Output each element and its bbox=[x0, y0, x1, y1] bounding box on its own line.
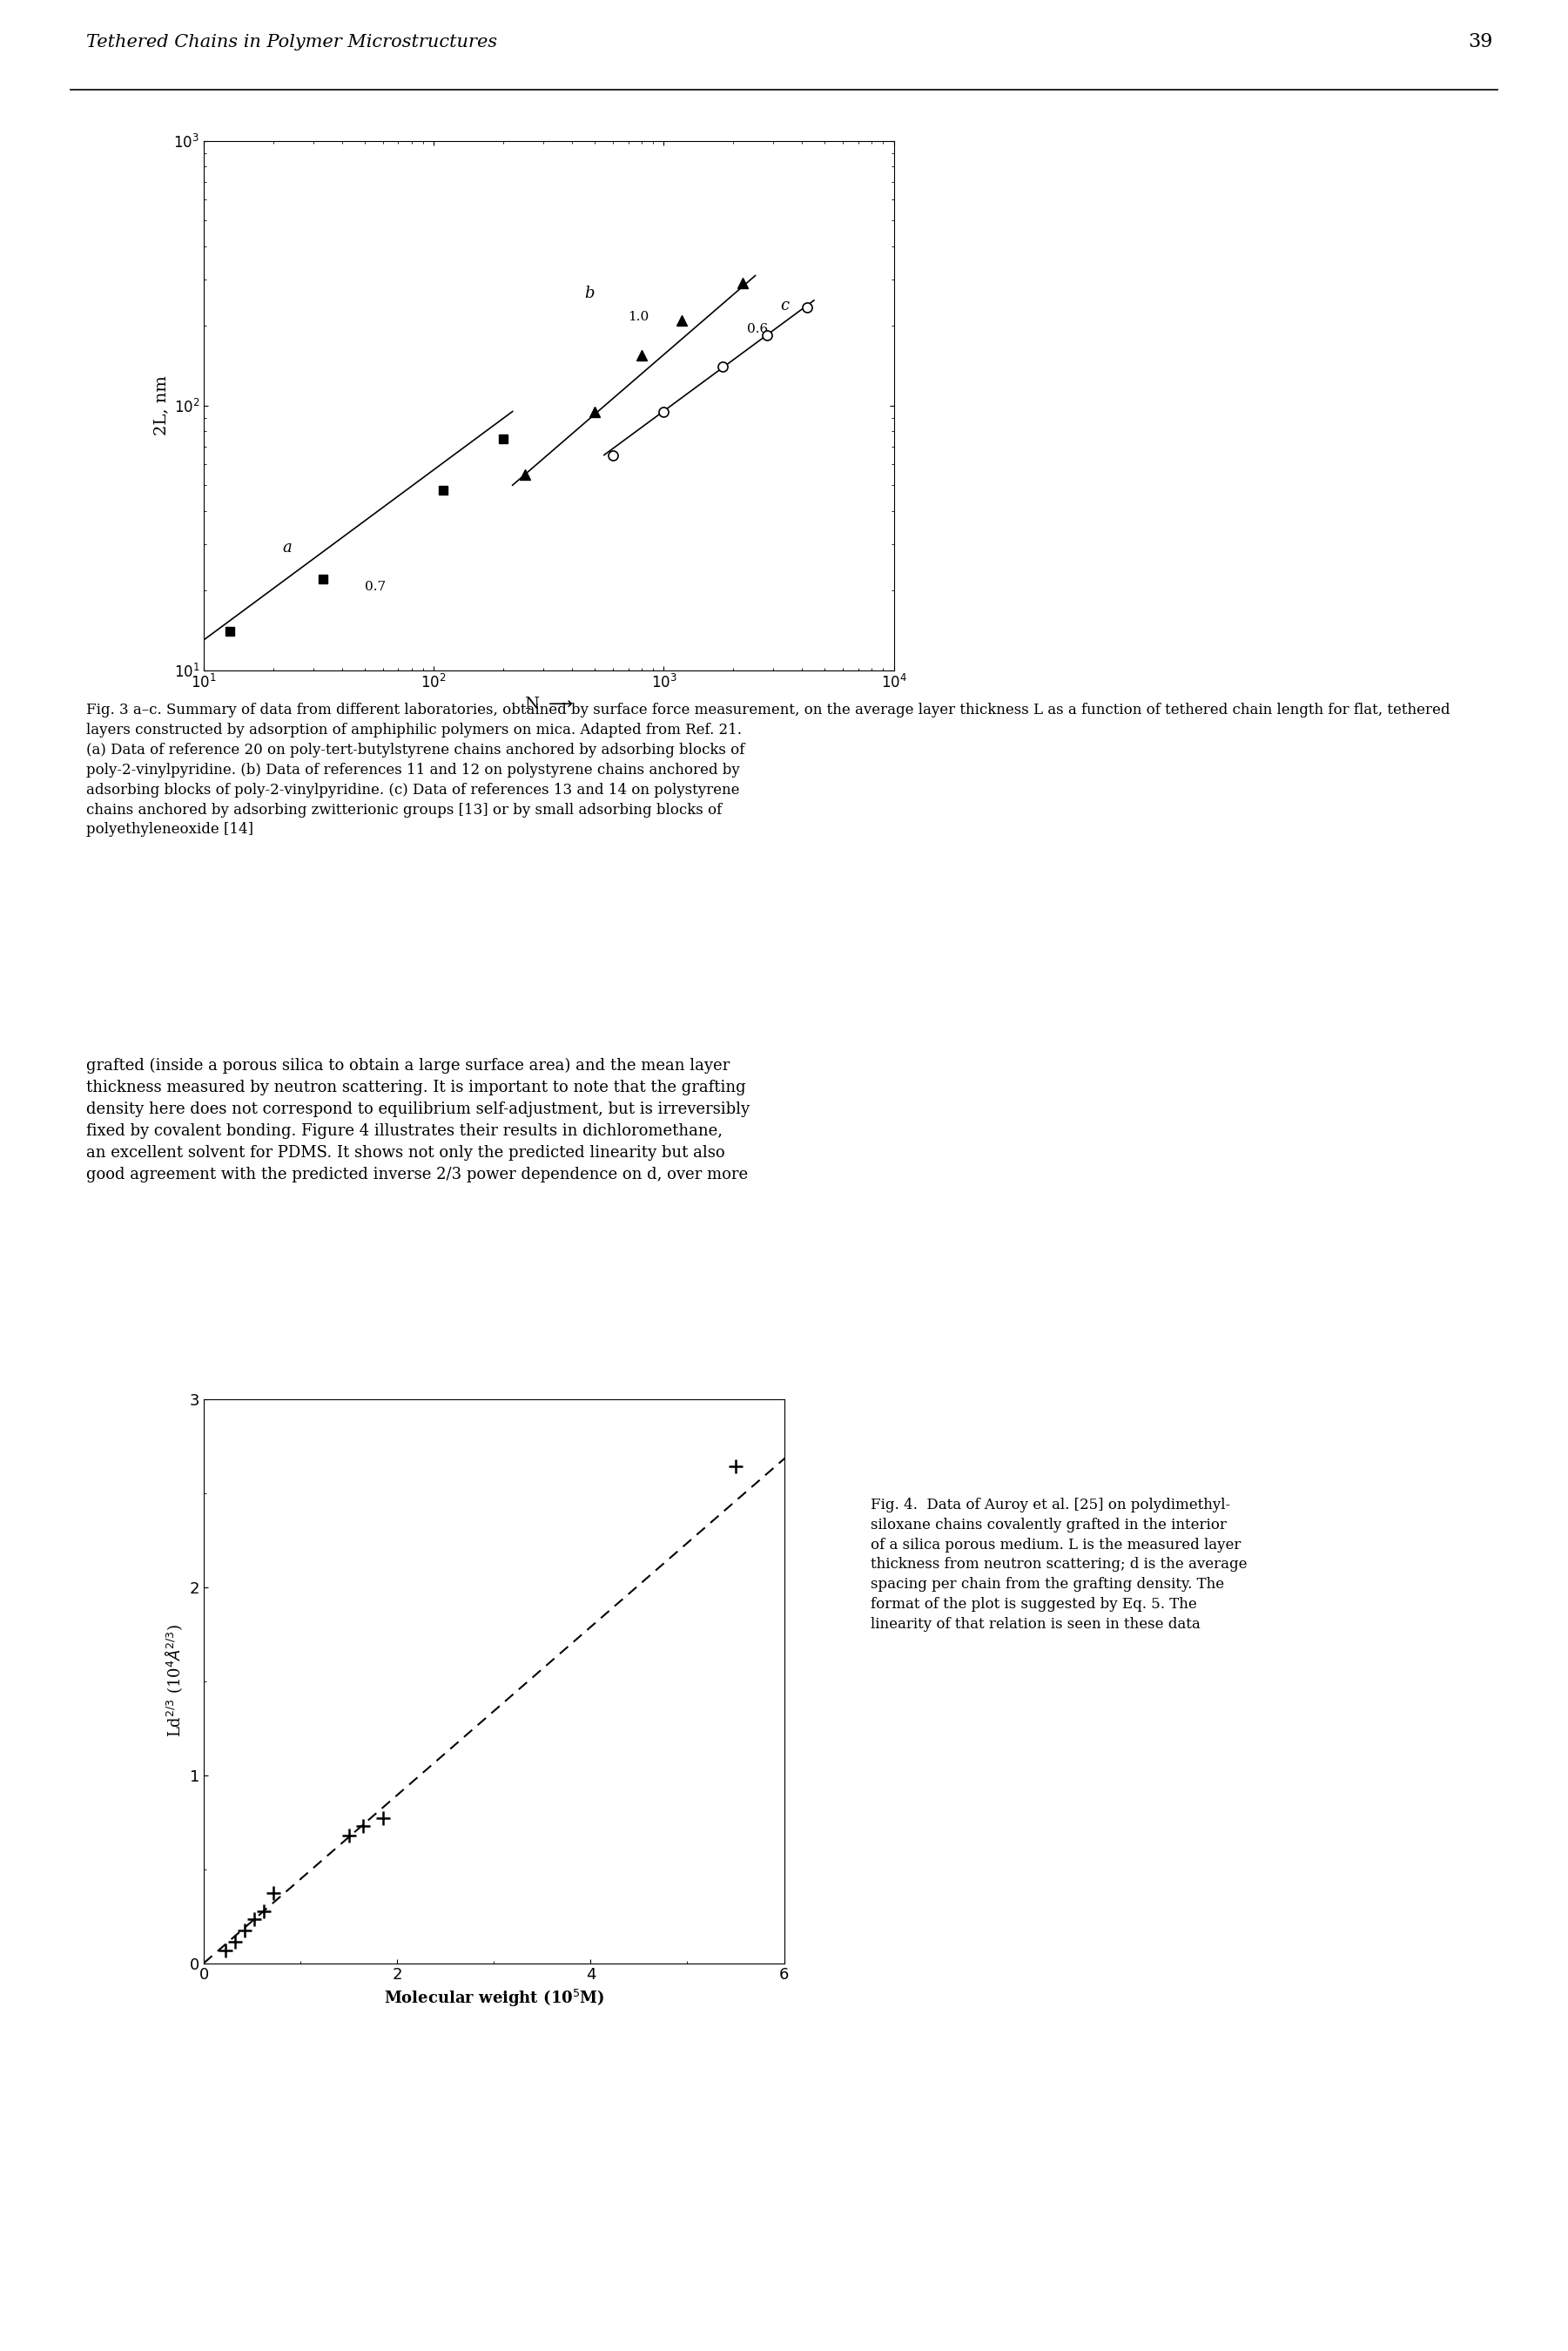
Text: Fig. 4.  Data of Auroy et al. [25] on polydimethyl-
siloxane chains covalently g: Fig. 4. Data of Auroy et al. [25] on pol… bbox=[870, 1498, 1247, 1632]
Text: 0.7: 0.7 bbox=[365, 581, 386, 592]
Text: Tethered Chains in Polymer Microstructures: Tethered Chains in Polymer Microstructur… bbox=[86, 33, 497, 49]
Y-axis label: 2L, nm: 2L, nm bbox=[154, 376, 169, 435]
Text: c: c bbox=[779, 299, 789, 313]
Text: grafted (inside a porous silica to obtain a large surface area) and the mean lay: grafted (inside a porous silica to obtai… bbox=[86, 1058, 750, 1183]
Y-axis label: Ld$^{2/3}$ (10$^4$$\AA$$^{2/3}$): Ld$^{2/3}$ (10$^4$$\AA$$^{2/3}$) bbox=[163, 1625, 185, 1737]
Text: a: a bbox=[282, 541, 292, 555]
Text: 1.0: 1.0 bbox=[629, 310, 649, 322]
Text: 39: 39 bbox=[1468, 33, 1493, 52]
X-axis label: Molecular weight (10$^5$M): Molecular weight (10$^5$M) bbox=[384, 1989, 604, 2008]
Text: Fig. 3 a–c. Summary of data from different laboratories, obtained by surface for: Fig. 3 a–c. Summary of data from differe… bbox=[86, 703, 1450, 837]
Text: 0.6: 0.6 bbox=[746, 324, 768, 336]
X-axis label: N $\longrightarrow$: N $\longrightarrow$ bbox=[524, 696, 574, 712]
Text: b: b bbox=[583, 287, 594, 301]
